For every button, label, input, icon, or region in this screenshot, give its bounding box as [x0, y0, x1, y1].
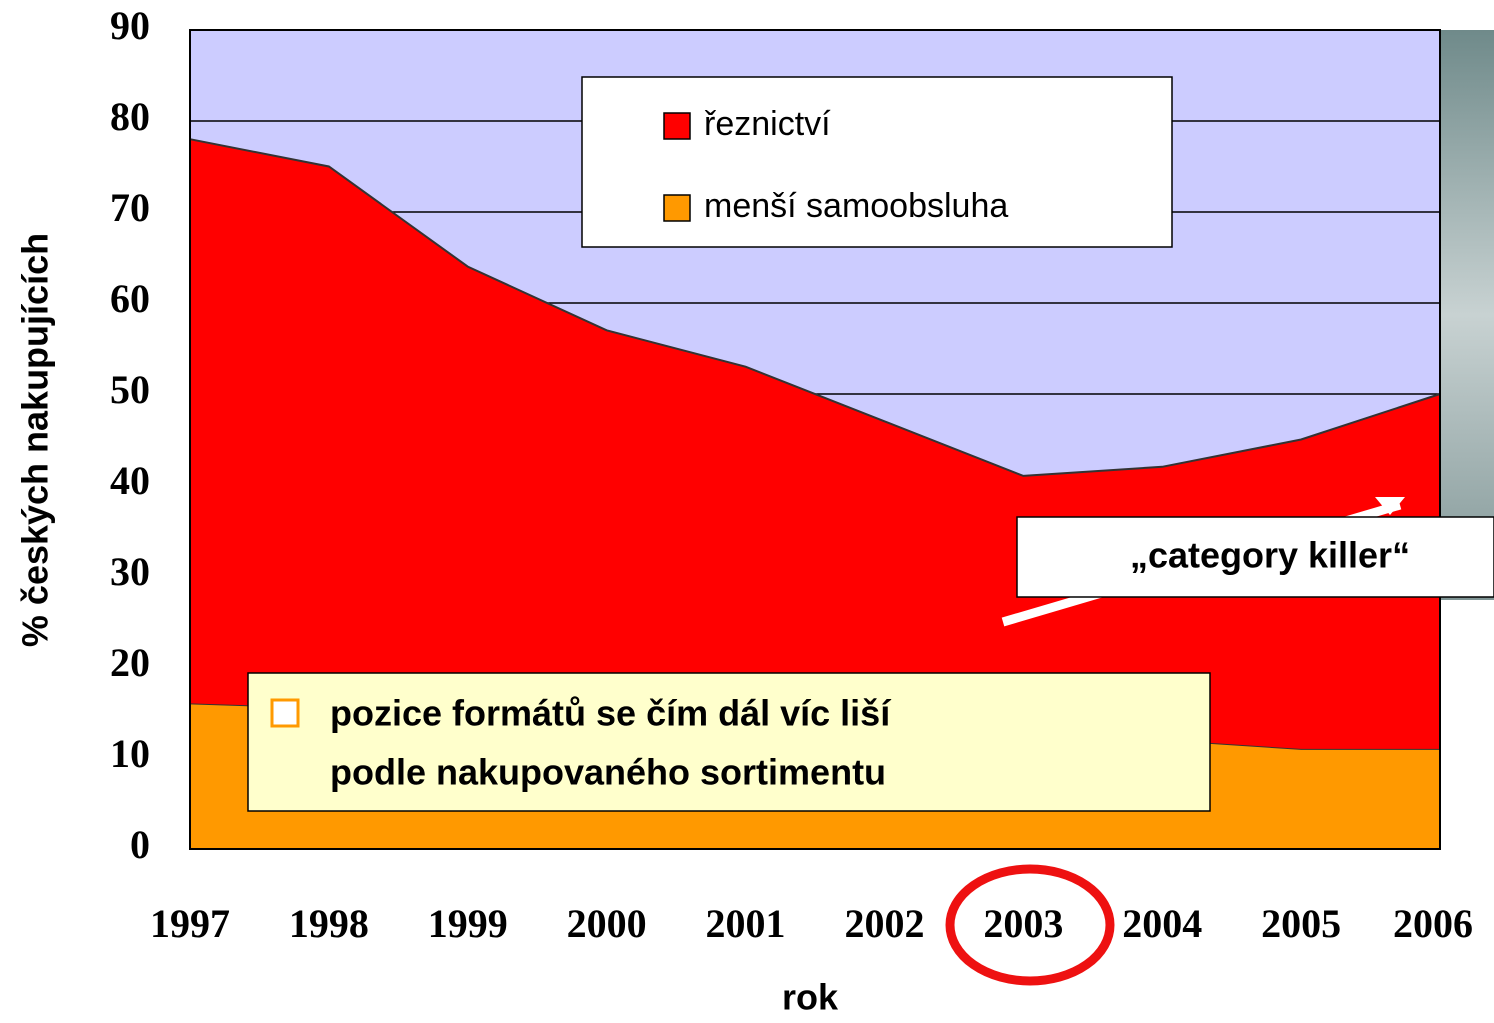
x-tick-label: 1999	[428, 901, 508, 946]
y-tick-label: 90	[110, 3, 150, 48]
bullet	[272, 700, 298, 726]
x-tick-label: 2002	[844, 901, 924, 946]
note-line: podle nakupovaného sortimentu	[330, 752, 886, 793]
legend-swatch	[664, 195, 690, 221]
x-tick-label: 2001	[706, 901, 786, 946]
y-tick-label: 50	[110, 367, 150, 412]
y-tick-label: 10	[110, 731, 150, 776]
x-axis-label: rok	[782, 977, 839, 1018]
y-tick-label: 80	[110, 94, 150, 139]
x-tick-label: 2006	[1393, 901, 1473, 946]
legend-swatch	[664, 113, 690, 139]
y-tick-label: 70	[110, 185, 150, 230]
y-tick-label: 20	[110, 640, 150, 685]
note-line: pozice formátů se čím dál víc liší	[330, 693, 891, 734]
y-axis-label: % českých nakupujících	[15, 233, 56, 647]
note: pozice formátů se čím dál víc liší podle…	[248, 673, 1210, 811]
x-tick-label: 2004	[1122, 901, 1202, 946]
x-tick-label: 1998	[289, 901, 369, 946]
legend-label: menší samoobsluha	[704, 187, 1008, 225]
x-tick-label: 2005	[1261, 901, 1341, 946]
legend: řeznictví menší samoobsluha	[582, 77, 1172, 247]
photo	[1441, 30, 1494, 600]
legend-label: řeznictví	[704, 105, 831, 143]
y-tick-label: 60	[110, 276, 150, 321]
y-tick-label: 30	[110, 549, 150, 594]
callout: „category killer“	[1130, 535, 1410, 576]
x-tick-label: 2000	[567, 901, 647, 946]
y-tick-label: 40	[110, 458, 150, 503]
chart: 0 10 20 30 40 50 60 70 80 90 rok % českých nakupu…	[0, 0, 1494, 1023]
y-tick-label: 0	[130, 822, 150, 867]
x-tick-label: 1997	[150, 901, 230, 946]
x-tick-label: 2003	[983, 901, 1063, 946]
